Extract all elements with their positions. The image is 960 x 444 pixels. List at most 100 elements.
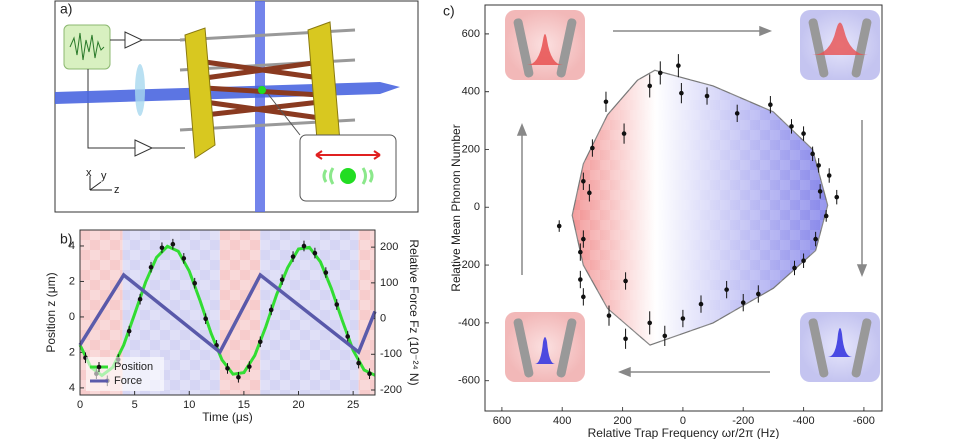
y2-axis-label: Relative Force Fz (10⁻²⁴ N): [407, 239, 421, 385]
data-point: [148, 264, 154, 270]
data-point: [606, 313, 612, 318]
data-point: [623, 278, 628, 284]
y-tick-label: -400: [458, 317, 480, 329]
data-point: [323, 270, 329, 275]
y-tick-label: 400: [462, 86, 480, 98]
x-tick-label: 25: [347, 399, 359, 411]
data-point: [345, 334, 350, 339]
data-point: [647, 320, 653, 326]
panel-label: c): [443, 3, 455, 19]
data-point: [817, 189, 823, 194]
panel-a: a) x y z: [54, 0, 419, 213]
data-point: [578, 249, 583, 255]
data-point: [581, 294, 586, 300]
inset-tr: [800, 10, 880, 80]
data-point: [698, 301, 704, 307]
x-tick-label: 0: [680, 415, 686, 427]
data-point: [756, 291, 761, 297]
legend-label: Force: [114, 375, 142, 387]
data-point: [801, 131, 806, 136]
y-tick-label: 4: [69, 240, 75, 252]
data-point: [789, 124, 794, 129]
data-point: [587, 190, 592, 196]
inset-br: [800, 312, 880, 382]
data-point: [676, 63, 681, 68]
data-point: [792, 265, 797, 271]
data-point: [367, 371, 372, 377]
data-point: [290, 254, 296, 259]
plot-frame: [79, 229, 376, 396]
data-point: [813, 236, 818, 242]
plot-frame: [484, 4, 883, 412]
axes-glyph: [89, 176, 112, 191]
axis-x-label: x: [86, 167, 92, 179]
data-point: [225, 366, 230, 371]
x-axis-label: Relative Trap Frequency ωr/2π (Hz): [588, 426, 780, 439]
motion-arrow: [315, 150, 381, 160]
data-point: [704, 93, 710, 99]
legend-label: Position: [114, 361, 153, 373]
x-axis-label: Time (μs): [202, 410, 252, 424]
inset-bl: [505, 312, 585, 382]
data-point: [816, 163, 821, 168]
data-point: [356, 360, 361, 366]
x-tick-label: -200: [732, 415, 754, 427]
x-tick-label: -600: [853, 415, 875, 427]
x-tick-label: 10: [183, 399, 195, 411]
cycle-arrows: [516, 25, 868, 378]
y-tick-label: -600: [458, 375, 480, 387]
x-tick-label: -400: [793, 415, 815, 427]
data-point: [279, 277, 285, 282]
noise-trace: [69, 32, 105, 61]
data-point: [192, 280, 198, 286]
data-point: [301, 243, 307, 249]
data-point: [236, 374, 241, 380]
x-tick-label: 5: [132, 399, 138, 411]
lens: [135, 64, 145, 116]
x-tick-label: 0: [77, 399, 83, 411]
series-line: [78, 272, 377, 355]
y2-tick-label: -100: [380, 348, 402, 360]
axis-y-label: y: [101, 170, 107, 182]
legend-swatch-dot: [96, 364, 102, 370]
data-point: [159, 245, 165, 251]
y-tick-label: 2: [69, 346, 75, 358]
data-point: [181, 256, 187, 261]
data-point: [581, 178, 586, 184]
data-point: [621, 131, 627, 136]
data-point: [137, 296, 143, 302]
x-tick-label: 400: [553, 415, 571, 427]
data-point: [834, 194, 840, 200]
data-point: [268, 307, 274, 313]
data-point: [680, 316, 686, 321]
ion-inset: [340, 168, 356, 184]
data-point: [312, 250, 318, 256]
data-point: [556, 223, 562, 229]
data-point: [823, 213, 829, 219]
panel-label: b): [60, 231, 72, 247]
data-point: [801, 258, 806, 264]
x-tick-label: 15: [238, 399, 250, 411]
y-tick-label: 4: [69, 382, 75, 394]
x-tick-label: 600: [493, 415, 511, 427]
wires: [87, 39, 185, 149]
y-tick-label: 600: [462, 28, 480, 40]
data-point: [679, 90, 684, 96]
data-point: [257, 339, 263, 345]
data-point: [826, 173, 832, 178]
data-point: [768, 102, 773, 107]
data-point: [578, 277, 583, 282]
y-tick-label: 2: [69, 275, 75, 287]
x-tick-label: 200: [613, 415, 631, 427]
data-point: [724, 287, 729, 292]
y2-tick-label: 100: [380, 277, 398, 289]
y-axis-label: Position z (μm): [44, 272, 58, 352]
y-tick-label: 0: [69, 311, 75, 323]
data-point: [203, 316, 208, 322]
data-point: [247, 364, 252, 369]
axis-z-label: z: [114, 184, 120, 196]
amplifiers: [124, 31, 154, 157]
panel-label: a): [60, 1, 72, 17]
endcap-left: [184, 27, 216, 159]
